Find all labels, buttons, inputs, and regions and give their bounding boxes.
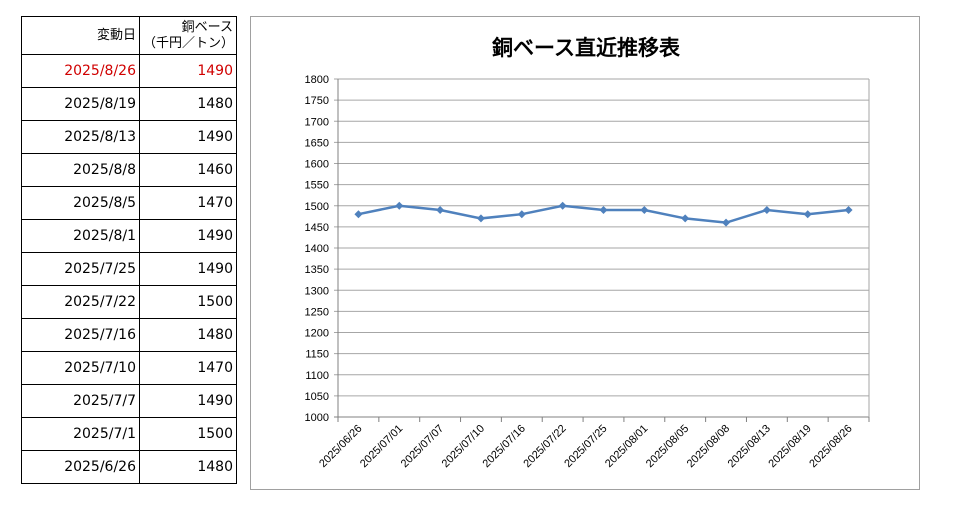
x-tick-label: 2025/07/22 (521, 423, 568, 470)
header-value: 銅ベース （千円／トン） (139, 16, 237, 55)
y-tick-label: 1450 (305, 222, 329, 234)
x-tick-label: 2025/08/26 (807, 423, 854, 470)
row-date: 2025/8/5 (21, 186, 140, 220)
row-value: 1470 (139, 186, 237, 220)
y-tick-label: 1700 (305, 116, 329, 128)
table-row: 2025/8/8 1460 (21, 153, 237, 187)
table-row: 2025/8/26 1490 (21, 54, 237, 88)
y-tick-label: 1400 (305, 243, 329, 255)
row-date: 2025/7/22 (21, 285, 140, 319)
y-tick-label: 1100 (305, 370, 329, 382)
y-tick-label: 1800 (305, 74, 329, 86)
x-tick-label: 2025/08/08 (685, 423, 732, 470)
data-point (558, 201, 567, 210)
data-point (436, 205, 445, 214)
y-tick-label: 1600 (305, 159, 329, 171)
table-row: 2025/8/5 1470 (21, 186, 237, 220)
row-value: 1490 (139, 219, 237, 253)
row-date: 2025/8/8 (21, 153, 140, 187)
row-date: 2025/8/26 (21, 54, 140, 88)
row-date: 2025/7/25 (21, 252, 140, 286)
line-chart: 銅ベース直近推移表 1000 1050 1100 1150 1200 1250 1300 13… (305, 36, 870, 470)
data-point (354, 210, 363, 219)
table-row: 2025/6/26 1480 (21, 450, 237, 484)
x-tick-label: 2025/06/26 (317, 423, 364, 470)
table-row: 2025/7/1 1500 (21, 417, 237, 451)
y-tick-label: 1750 (305, 95, 329, 107)
x-tick-label: 2025/07/01 (358, 423, 405, 470)
table-row: 2025/8/19 1480 (21, 87, 237, 121)
data-point (803, 210, 812, 219)
y-tick-label: 1300 (305, 285, 329, 297)
data-point (395, 201, 404, 210)
y-tick-label: 1250 (305, 306, 329, 318)
row-value: 1480 (139, 318, 237, 352)
row-date: 2025/8/13 (21, 120, 140, 154)
y-tick-label: 1350 (305, 264, 329, 276)
row-date: 2025/7/16 (21, 318, 140, 352)
row-value: 1490 (139, 120, 237, 154)
header-value-line2: （千円／トン） (143, 35, 235, 51)
row-value: 1490 (139, 252, 237, 286)
table-row: 2025/7/10 1470 (21, 351, 237, 385)
header-value-line1: 銅ベース (181, 19, 233, 35)
y-tick-label: 1050 (305, 391, 329, 403)
data-point (844, 205, 853, 214)
row-value: 1490 (139, 54, 237, 88)
x-tick-label: 2025/08/13 (726, 423, 773, 470)
row-date: 2025/7/7 (21, 384, 140, 418)
row-value: 1460 (139, 153, 237, 187)
table-header-row: 変動日 銅ベース （千円／トン） (21, 16, 237, 55)
data-point (476, 214, 485, 223)
x-tick-label: 2025/07/10 (440, 423, 487, 470)
chart-title: 銅ベース直近推移表 (492, 36, 681, 60)
row-value: 1490 (139, 384, 237, 418)
table-row: 2025/7/22 1500 (21, 285, 237, 319)
table-row: 2025/7/7 1490 (21, 384, 237, 418)
table-row: 2025/8/1 1490 (21, 219, 237, 253)
x-tick-label: 2025/07/25 (562, 423, 609, 470)
x-tick-label: 2025/08/19 (766, 423, 813, 470)
x-tick-label: 2025/08/01 (603, 423, 650, 470)
y-tick-label: 1650 (305, 137, 329, 149)
table-row: 2025/7/25 1490 (21, 252, 237, 286)
row-value: 1500 (139, 417, 237, 451)
y-tick-label: 1000 (305, 412, 329, 424)
y-tick-label: 1200 (305, 328, 329, 340)
data-point (762, 205, 771, 214)
row-date: 2025/6/26 (21, 450, 140, 484)
data-point (517, 210, 526, 219)
table-row: 2025/7/16 1480 (21, 318, 237, 352)
data-point (681, 214, 690, 223)
x-tick-label: 2025/07/16 (481, 423, 528, 470)
y-tick-label: 1500 (305, 201, 329, 213)
table-row: 2025/8/13 1490 (21, 120, 237, 154)
row-date: 2025/8/1 (21, 219, 140, 253)
row-date: 2025/7/10 (21, 351, 140, 385)
header-date: 変動日 (21, 16, 140, 55)
data-point (640, 205, 649, 214)
x-tick-label: 2025/08/05 (644, 423, 691, 470)
chart-panel: 銅ベース直近推移表 1000 1050 1100 1150 1200 1250 1300 13… (250, 16, 920, 490)
x-tick-label: 2025/07/07 (399, 423, 446, 470)
y-tick-label: 1550 (305, 180, 329, 192)
price-table: 変動日 銅ベース （千円／トン） 2025/8/26 1490 2025/8/19 1… (21, 16, 237, 484)
row-date: 2025/8/19 (21, 87, 140, 121)
row-value: 1480 (139, 450, 237, 484)
data-point (722, 218, 731, 227)
row-value: 1480 (139, 87, 237, 121)
row-value: 1500 (139, 285, 237, 319)
data-point (599, 205, 608, 214)
y-tick-label: 1150 (305, 349, 329, 361)
row-value: 1470 (139, 351, 237, 385)
row-date: 2025/7/1 (21, 417, 140, 451)
